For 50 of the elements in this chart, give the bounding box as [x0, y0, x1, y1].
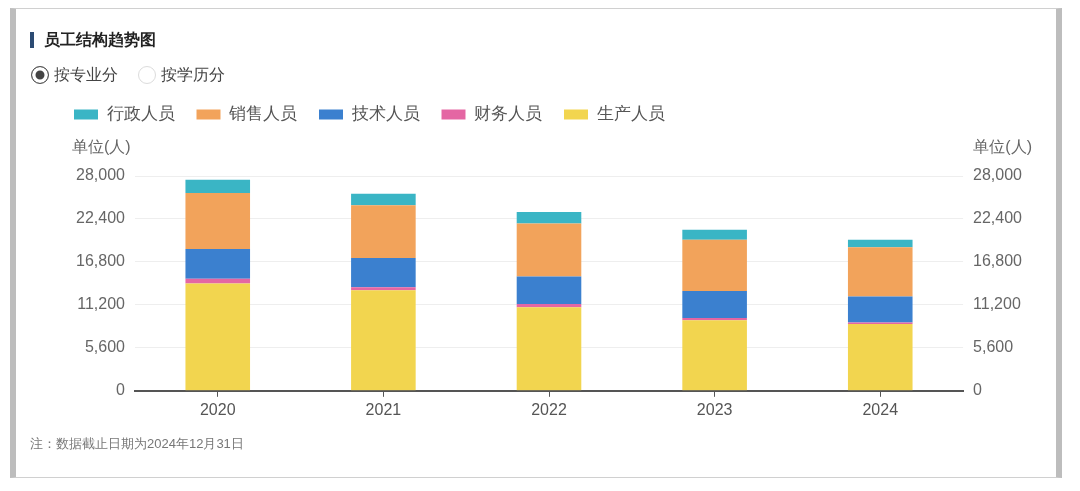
bar: [351, 205, 416, 259]
x-tick-label: 2024: [862, 400, 899, 418]
bar: [185, 283, 251, 391]
y2-tick-label: 16,800: [973, 252, 1023, 270]
x-tick-label: 2020: [199, 400, 236, 418]
text: 注：数据截止日期为2024年12月31日: [30, 435, 244, 453]
bar: [185, 248, 251, 279]
bar: [516, 276, 582, 305]
bar: [351, 193, 416, 206]
bar: [516, 212, 582, 224]
y-tick-label: 16,800: [76, 252, 126, 270]
bar: [682, 229, 747, 240]
bar: [847, 239, 913, 248]
bar: [847, 296, 913, 323]
y2-axis-title: 单位(人): [973, 138, 1032, 156]
bar: [351, 290, 416, 391]
bar: [185, 192, 251, 249]
bar: [847, 324, 913, 391]
x-tick-label: 2023: [696, 400, 733, 418]
bar: [682, 320, 747, 391]
y2-tick-label: 0: [973, 381, 983, 399]
y-tick-label: 11,200: [77, 295, 126, 313]
bar: [516, 223, 582, 277]
bar: [516, 307, 582, 391]
bar: [351, 287, 416, 291]
bar: [516, 304, 582, 308]
legend-label: 销售人员: [228, 104, 297, 124]
legend-label: 财务人员: [474, 104, 542, 124]
y-axis-title: 单位(人): [72, 138, 131, 156]
y2-tick-label: 5,600: [973, 338, 1014, 356]
y-tick-label: 22,400: [76, 209, 126, 227]
chart-title: 员工结构趋势图: [44, 30, 156, 50]
x-tick-label: 2021: [365, 400, 402, 418]
legend-label: 技术人员: [350, 104, 420, 124]
text: 按专业分: [54, 65, 118, 85]
y2-tick-label: 28,000: [973, 166, 1023, 184]
y2-tick-label: 11,200: [973, 295, 1021, 313]
legend-label: 行政人员: [106, 104, 175, 124]
bar: [351, 258, 416, 288]
bar: [185, 179, 251, 193]
y2-tick-label: 22,400: [973, 209, 1023, 227]
y-tick-label: 28,000: [76, 166, 126, 184]
y-tick-label: 0: [116, 381, 126, 399]
y-tick-label: 5,600: [84, 338, 126, 356]
legend-label: 生产人员: [596, 104, 665, 124]
bar: [847, 247, 913, 297]
bar: [682, 291, 747, 318]
x-tick-label: 2022: [531, 400, 567, 418]
text: 按学历分: [161, 65, 225, 85]
bar: [682, 239, 747, 292]
